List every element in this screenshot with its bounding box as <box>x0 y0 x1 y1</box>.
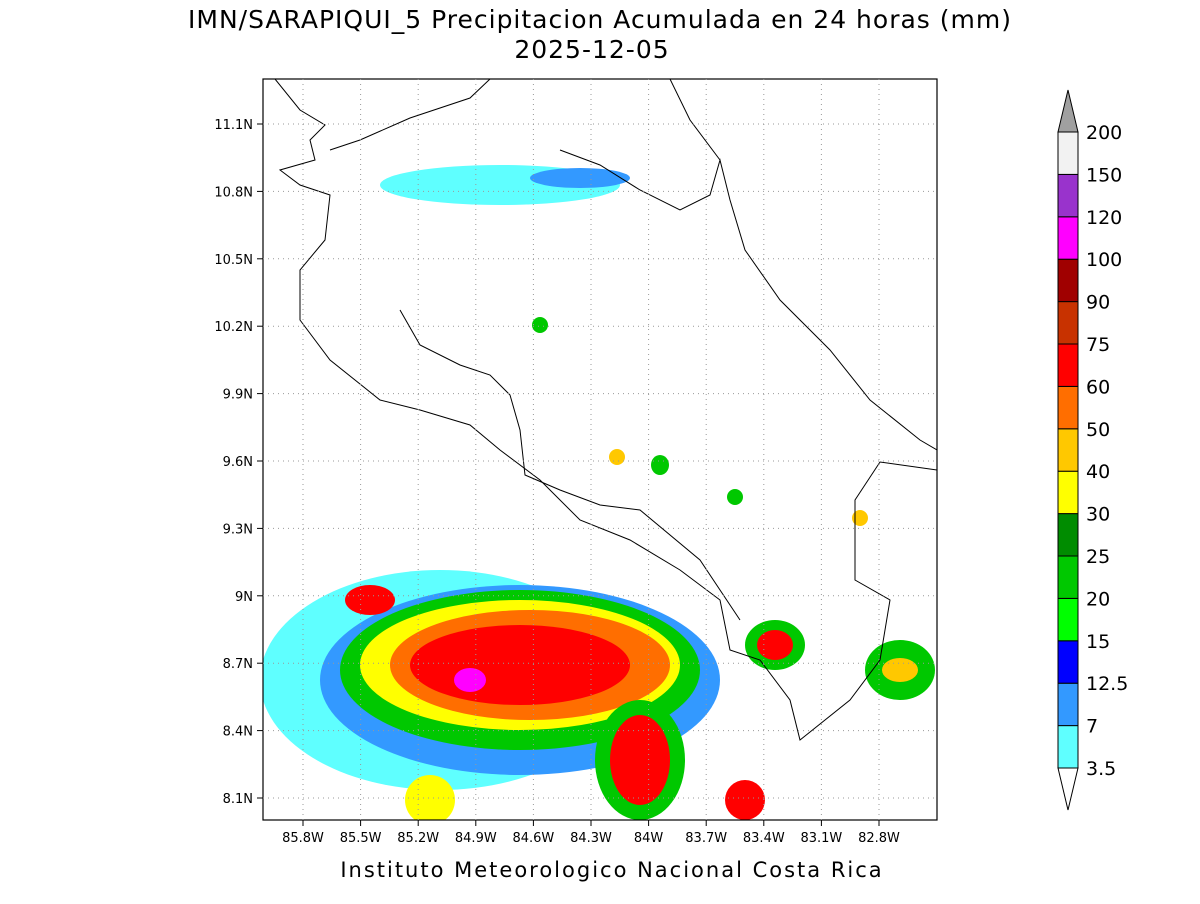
colorbar-box <box>1057 131 1079 175</box>
colorbar-label: 3.5 <box>1086 758 1116 780</box>
colorbar-box <box>1057 173 1079 218</box>
colorbar-box <box>1057 428 1079 472</box>
lon-label: 85.2W <box>397 831 439 846</box>
coastline <box>274 79 937 741</box>
lat-label: 9.9N <box>223 388 253 403</box>
colorbar-box <box>1057 597 1079 642</box>
colorbar-over <box>1057 89 1079 133</box>
colorbar-under <box>1057 767 1079 811</box>
colorbar-label: 20 <box>1086 588 1110 610</box>
colorbar-label: 12.5 <box>1086 673 1128 695</box>
lat-label: 8.1N <box>223 792 253 807</box>
lon-label: 85.8W <box>282 831 324 846</box>
map-frame <box>262 78 938 821</box>
colorbar-box <box>1057 513 1079 557</box>
colorbar-box <box>1057 216 1079 260</box>
colorbar-box <box>1057 385 1079 430</box>
colorbar-label: 40 <box>1086 461 1110 483</box>
colorbar-box <box>1057 301 1079 345</box>
lat-label: 11.1N <box>214 118 253 133</box>
precipitation-field <box>263 165 935 820</box>
lat-label: 10.8N <box>214 185 253 200</box>
title: IMN/SARAPIQUI_5 Precipitacion Acumulada … <box>188 5 1012 34</box>
lat-label: 9N <box>235 590 253 605</box>
lon-label: 84.9W <box>455 831 497 846</box>
lon-label: 83.4W <box>743 831 785 846</box>
lon-label: 84.6W <box>512 831 554 846</box>
colorbar-label: 150 <box>1086 164 1122 186</box>
colorbar-label: 25 <box>1086 546 1110 568</box>
colorbar-label: 60 <box>1086 376 1110 398</box>
lon-label: 84.3W <box>570 831 612 846</box>
colorbar-label: 15 <box>1086 631 1110 653</box>
footer: Instituto Meteorologico Nacional Costa R… <box>340 858 883 882</box>
lon-label: 84W <box>634 831 664 846</box>
colorbar-label: 75 <box>1086 334 1110 356</box>
colorbar-box <box>1057 682 1079 727</box>
lon-label: 85.5W <box>340 831 382 846</box>
lat-label: 10.5N <box>214 253 253 268</box>
colorbar-label: 120 <box>1086 207 1122 229</box>
colorbar-box <box>1057 258 1079 303</box>
colorbar-box <box>1057 470 1079 515</box>
lat-label: 8.4N <box>223 725 253 740</box>
lat-label: 8.7N <box>223 657 253 672</box>
colorbar-label: 200 <box>1086 122 1122 144</box>
colorbar-box <box>1057 343 1079 387</box>
lat-label: 9.3N <box>223 522 253 537</box>
lon-label: 83.1W <box>800 831 842 846</box>
colorbar-label: 7 <box>1086 716 1098 738</box>
lon-label: 82.8W <box>858 831 900 846</box>
colorbar-label: 90 <box>1086 292 1110 314</box>
colorbar-label: 100 <box>1086 249 1122 271</box>
colorbar-label: 30 <box>1086 504 1110 526</box>
colorbar-box <box>1057 725 1079 769</box>
lon-label: 83.7W <box>685 831 727 846</box>
colorbar-box <box>1057 640 1079 684</box>
colorbar-label: 50 <box>1086 419 1110 441</box>
date: 2025-12-05 <box>514 35 669 64</box>
lat-label: 10.2N <box>214 320 253 335</box>
colorbar-box <box>1057 555 1079 599</box>
lat-label: 9.6N <box>223 455 253 470</box>
